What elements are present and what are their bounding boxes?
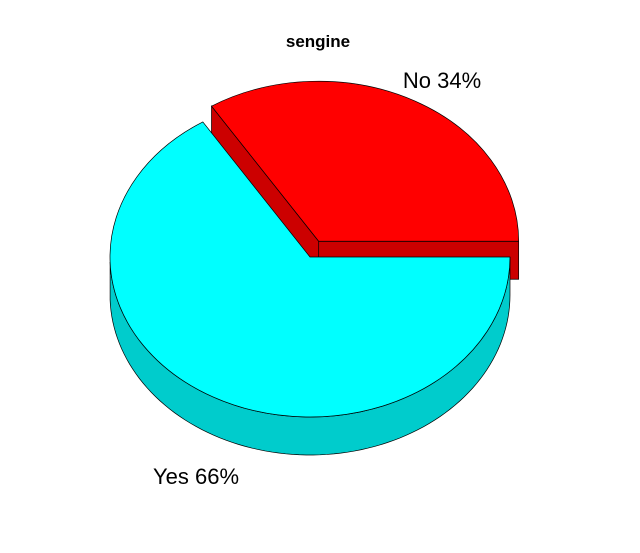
chart-title: sengine xyxy=(286,32,350,51)
slice-top-no xyxy=(210,80,520,242)
slice-top-yes xyxy=(109,121,511,418)
slices-layer xyxy=(109,80,520,456)
slice-label-no: No 34% xyxy=(403,68,481,93)
labels-layer: No 34% Yes 66% xyxy=(153,68,481,489)
slice-label-yes: Yes 66% xyxy=(153,464,239,489)
